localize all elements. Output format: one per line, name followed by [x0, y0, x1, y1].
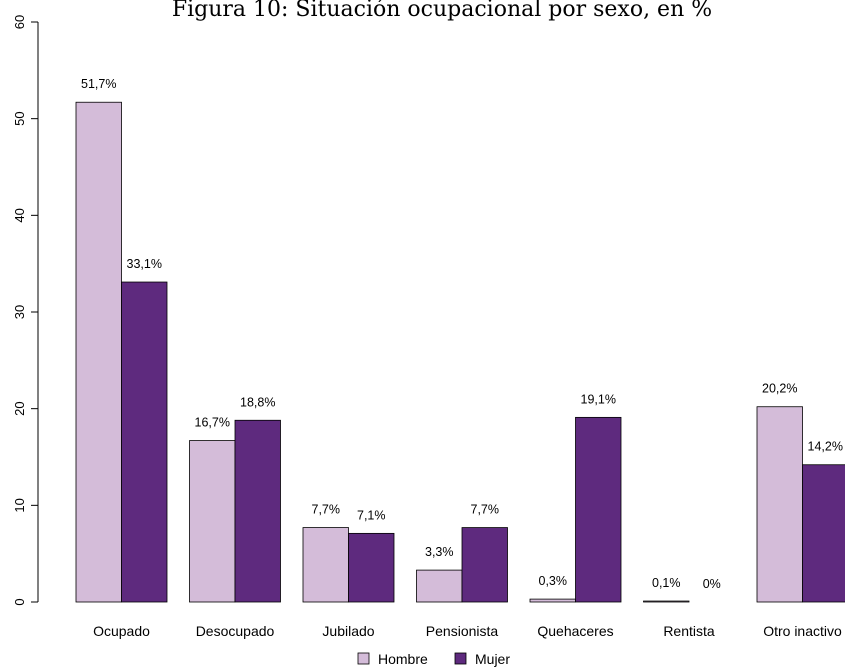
- data-label: 7,7%: [312, 503, 341, 517]
- bar-hombre-0: [75, 101, 122, 603]
- x-category-label: Quehaceres: [537, 623, 613, 639]
- x-category-label: Ocupado: [93, 623, 150, 639]
- legend-swatch-hombre: [357, 652, 370, 665]
- bar-mujer-1: [234, 419, 281, 603]
- legend: Hombre Mujer: [357, 651, 510, 667]
- data-label: 20,2%: [762, 382, 797, 396]
- data-label: 0,3%: [539, 574, 568, 588]
- x-category-label: Pensionista: [426, 623, 499, 639]
- bars: [75, 101, 845, 603]
- bar-hombre-3: [416, 569, 463, 603]
- legend-swatch-mujer: [454, 652, 467, 665]
- bar-mujer-0: [121, 281, 168, 603]
- x-category-label: Rentista: [663, 623, 715, 639]
- data-label: 7,7%: [471, 503, 500, 517]
- x-category-label: Jubilado: [322, 623, 374, 639]
- y-tick-label: 20: [12, 401, 27, 415]
- data-label: 3,3%: [425, 545, 454, 559]
- bar-mujer-3: [461, 527, 508, 603]
- bar-mujer-4: [575, 416, 622, 603]
- data-label: 7,1%: [357, 508, 386, 522]
- bar-mujer-2: [348, 532, 395, 603]
- y-tick-label: 10: [12, 498, 27, 512]
- y-tick-label: 60: [12, 15, 27, 29]
- bar-hombre-5: [643, 600, 690, 603]
- y-axis: 0 10 20 30 40 50 60: [12, 15, 39, 606]
- x-category-label: Desocupado: [196, 623, 275, 639]
- data-label: 51,7%: [81, 77, 116, 91]
- category-labels: Ocupado Desocupado Jubilado Pensionista Queh…: [93, 623, 842, 639]
- y-tick-label: 50: [12, 111, 27, 125]
- x-category-label: Otro inactivo: [763, 623, 842, 639]
- y-tick-label: 30: [12, 305, 27, 319]
- data-label: 14,2%: [808, 440, 843, 454]
- bar-hombre-1: [189, 440, 236, 603]
- data-label: 0,1%: [652, 576, 681, 590]
- chart-title: Figura 10: Situación ocupacional por sex…: [172, 0, 712, 22]
- data-labels: 51,7% 33,1% 16,7% 18,8% 7,7% 7,1% 3,3% 7,7% 0,3%…: [81, 77, 843, 591]
- data-label: 33,1%: [127, 257, 162, 271]
- data-label: 18,8%: [240, 395, 275, 409]
- bar-hombre-2: [302, 527, 349, 603]
- data-label: 19,1%: [581, 392, 616, 406]
- legend-label-hombre: Hombre: [378, 651, 428, 667]
- data-label: 0%: [703, 577, 721, 591]
- y-tick-label: 40: [12, 208, 27, 222]
- bar-hombre-4: [529, 598, 576, 603]
- bar-hombre-6: [756, 406, 803, 603]
- y-tick-label: 0: [12, 598, 27, 605]
- legend-label-mujer: Mujer: [475, 651, 510, 667]
- data-label: 16,7%: [195, 416, 230, 430]
- bar-mujer-6: [802, 464, 845, 603]
